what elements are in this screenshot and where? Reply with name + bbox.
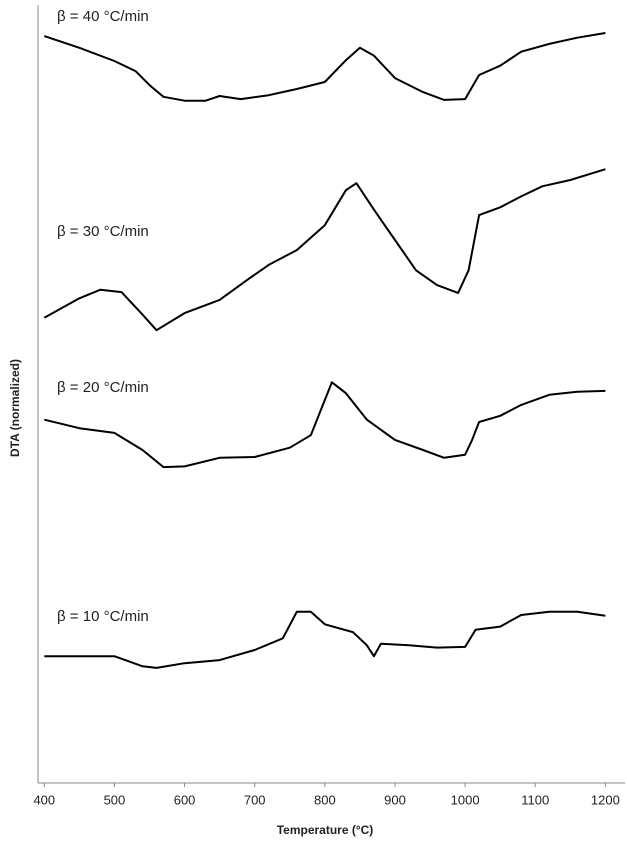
x-tick-label: 1000 <box>451 792 480 807</box>
x-tick-label: 600 <box>174 792 196 807</box>
series-line <box>44 381 606 469</box>
x-tick-label: 500 <box>104 792 126 807</box>
series-label: β = 10 °C/min <box>57 608 149 625</box>
x-tick-label: 1200 <box>591 792 620 807</box>
series-label: β = 30 °C/min <box>57 223 149 240</box>
series-line <box>44 610 606 669</box>
x-tick-label: 400 <box>33 792 55 807</box>
x-tick-label: 800 <box>314 792 336 807</box>
x-tick-label: 1100 <box>521 792 549 807</box>
y-axis-title: DTA (normalized) <box>8 359 22 457</box>
series-line <box>43 32 606 102</box>
series-label: β = 20 °C/min <box>57 379 149 396</box>
x-tick-label: 900 <box>384 792 406 807</box>
series-label: β = 40 °C/min <box>57 8 149 25</box>
x-tick-label: 700 <box>244 792 266 807</box>
x-axis-title: Temperature (°C) <box>277 823 374 837</box>
series-line <box>43 168 606 332</box>
